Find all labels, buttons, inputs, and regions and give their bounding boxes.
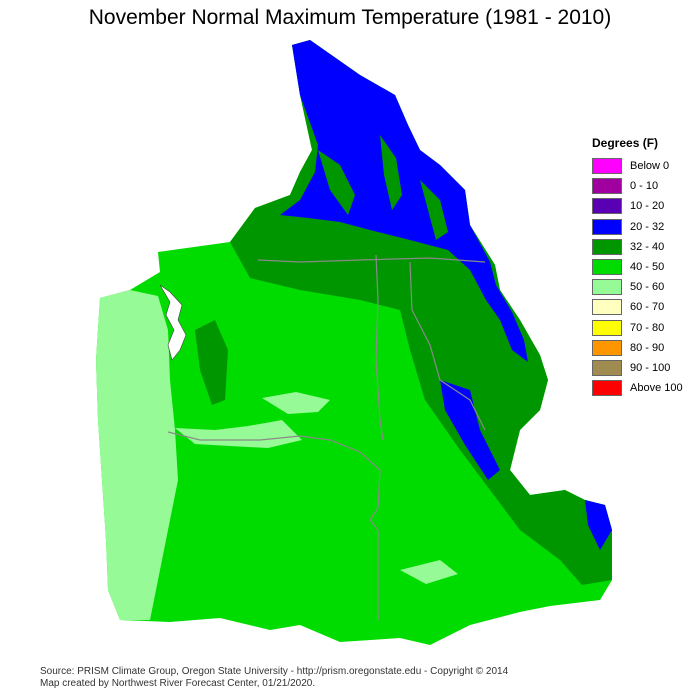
legend-items: Below 0 0 - 10 10 - 20 20 - 32 32 - 40 40 - 5… — [592, 156, 683, 398]
valley-ribbon-1 — [318, 150, 355, 215]
legend-label: 80 - 90 — [630, 341, 665, 354]
legend-label: 10 - 20 — [630, 200, 665, 213]
footer-source: Source: PRISM Climate Group, Oregon Stat… — [40, 666, 509, 677]
legend-swatch — [592, 238, 622, 255]
legend-label: 90 - 100 — [630, 361, 671, 374]
legend-item: 50 - 60 — [592, 277, 683, 297]
legend-item: 90 - 100 — [592, 358, 683, 378]
valley-ribbon-2 — [380, 135, 402, 210]
state-boundary-mt — [257, 257, 486, 263]
legend-title: Degrees (F) — [592, 136, 659, 150]
region-50-60-valley — [175, 420, 302, 448]
state-boundary-idaho — [375, 254, 384, 441]
legend-swatch — [592, 319, 622, 336]
legend-item: Above 100 — [592, 378, 683, 398]
legend-swatch — [592, 158, 622, 175]
legend-item: 40 - 50 — [592, 257, 683, 277]
legend-swatch — [592, 299, 622, 316]
region-50-60-south — [400, 560, 458, 584]
legend-swatch — [592, 279, 622, 296]
legend-item: 0 - 10 — [592, 176, 683, 196]
legend-swatch — [592, 218, 622, 235]
state-boundary-wa-or — [167, 431, 381, 620]
legend-swatch — [592, 259, 622, 276]
legend-swatch — [592, 178, 622, 195]
valley-ribbon-3 — [420, 180, 448, 240]
legend-swatch — [592, 380, 622, 397]
legend-item: Below 0 — [592, 156, 683, 176]
legend-label: Below 0 — [630, 160, 670, 173]
region-20-32 — [280, 40, 528, 362]
legend-label: 40 - 50 — [630, 261, 665, 274]
legend-swatch — [592, 359, 622, 376]
legend-label: 60 - 70 — [630, 301, 665, 314]
region-50-60-coast — [96, 290, 178, 620]
legend-label: 50 - 60 — [630, 281, 665, 294]
region-40-50 — [96, 40, 612, 645]
legend-item: 60 - 70 — [592, 297, 683, 317]
legend-label: Above 100 — [630, 382, 683, 395]
state-boundary-id-mt — [409, 261, 486, 431]
legend-item: 10 - 20 — [592, 196, 683, 216]
legend-item: 32 - 40 — [592, 237, 683, 257]
region-50-60-plateau — [262, 392, 330, 414]
region-20-32-ne — [440, 380, 500, 480]
legend-item: 70 - 80 — [592, 318, 683, 338]
legend-swatch — [592, 339, 622, 356]
legend-label: 70 - 80 — [630, 321, 665, 334]
footer: Source: PRISM Climate Group, Oregon Stat… — [40, 666, 508, 690]
footer-credit: Map created by Northwest River Forecast … — [40, 678, 316, 689]
legend-label: 0 - 10 — [630, 180, 659, 193]
legend-label: 20 - 32 — [630, 220, 665, 233]
legend-item: 80 - 90 — [592, 338, 683, 358]
puget-sound-water — [159, 284, 187, 361]
map-title: November Normal Maximum Temperature (198… — [88, 6, 612, 29]
legend-swatch — [592, 198, 622, 215]
legend: Degrees (F) Below 0 0 - 10 10 - 20 20 - 32 3… — [592, 136, 683, 398]
legend-item: 20 - 32 — [592, 217, 683, 237]
legend-label: 32 - 40 — [630, 240, 665, 253]
region-32-40-cascades — [195, 320, 228, 405]
region-20-32-east — [585, 500, 612, 550]
